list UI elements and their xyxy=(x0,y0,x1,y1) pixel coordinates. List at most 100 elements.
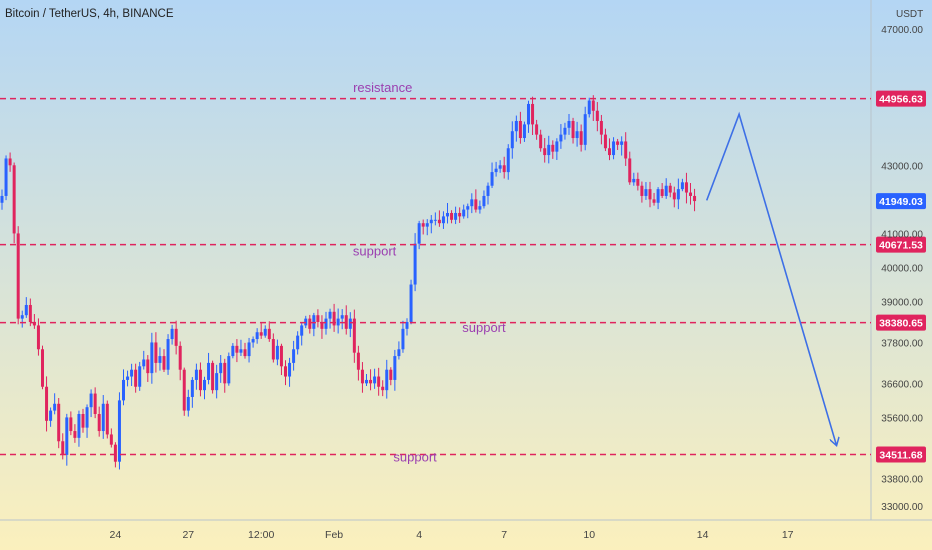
candle-body xyxy=(65,417,68,454)
x-tick-label: 10 xyxy=(583,529,595,541)
price-label-support-2: 38380.65 xyxy=(876,315,926,331)
candle-body xyxy=(584,114,587,145)
candle-body xyxy=(150,342,153,373)
candle xyxy=(57,398,60,448)
candle-body xyxy=(669,186,672,193)
candle-body xyxy=(632,179,635,182)
candle-body xyxy=(604,135,607,149)
candle-body xyxy=(559,135,562,142)
candle-body xyxy=(596,111,599,121)
candle-body xyxy=(693,196,696,201)
candle-body xyxy=(430,220,433,223)
y-tick-label: 33800.00 xyxy=(881,475,923,486)
candle xyxy=(17,226,20,324)
candle xyxy=(227,353,230,386)
candle-body xyxy=(450,213,453,220)
candle-body xyxy=(381,387,384,390)
candle-body xyxy=(37,325,40,349)
price-label-support-3: 34511.68 xyxy=(876,446,926,462)
candle-body xyxy=(446,213,449,216)
candle xyxy=(167,334,170,375)
annotation-label: support xyxy=(462,320,506,335)
candle-body xyxy=(219,363,222,373)
candle-body xyxy=(414,244,417,285)
x-tick-label: 14 xyxy=(697,529,709,541)
candle-body xyxy=(163,356,166,370)
candle-body xyxy=(90,394,93,408)
candle-body xyxy=(9,158,12,165)
candle-body xyxy=(410,285,413,322)
candle-body xyxy=(644,189,647,196)
candle-body xyxy=(244,349,247,356)
candle xyxy=(410,280,413,325)
candle-body xyxy=(495,169,498,172)
candle-body xyxy=(114,445,117,462)
candle-body xyxy=(260,332,263,335)
candle-body xyxy=(576,131,579,138)
candle-body xyxy=(426,223,429,226)
candle-body xyxy=(665,186,668,196)
candle-body xyxy=(175,329,178,346)
candle-body xyxy=(98,414,101,431)
candle-body xyxy=(373,377,376,384)
candle-body xyxy=(118,400,121,461)
candle-body xyxy=(568,121,571,128)
candle-body xyxy=(491,172,494,186)
x-tick-label: 27 xyxy=(182,529,194,541)
candle-body xyxy=(608,148,611,155)
price-label-text: 40671.53 xyxy=(879,240,923,252)
candle-body xyxy=(511,131,514,148)
candle-body xyxy=(361,370,364,384)
candle-body xyxy=(130,370,133,377)
candle-body xyxy=(207,363,210,380)
y-tick-label: 43000.00 xyxy=(881,161,923,172)
candle-body xyxy=(369,380,372,383)
y-tick-label: 47000.00 xyxy=(881,25,923,36)
candle-body xyxy=(572,121,575,138)
y-tick-label: 37800.00 xyxy=(881,338,923,349)
candle-body xyxy=(385,370,388,390)
candle-body xyxy=(689,193,692,196)
candle-body xyxy=(624,141,627,158)
candle-body xyxy=(657,189,660,203)
candle-body xyxy=(527,104,530,124)
candle-body xyxy=(195,370,198,380)
candle-body xyxy=(191,380,194,397)
price-label-text: 34511.68 xyxy=(879,449,922,461)
candle-body xyxy=(5,158,8,195)
candle-body xyxy=(25,305,28,315)
candle-body xyxy=(122,380,125,400)
candle-body xyxy=(673,193,676,200)
candle-body xyxy=(519,121,522,138)
candle-body xyxy=(211,363,214,390)
candle-body xyxy=(503,165,506,172)
candle-body xyxy=(49,411,52,421)
candle-body xyxy=(256,332,259,339)
candle-body xyxy=(252,339,255,342)
candle-body xyxy=(264,329,267,336)
candle-body xyxy=(146,359,149,373)
x-tick-label: 7 xyxy=(501,529,507,541)
x-tick-label: 12:00 xyxy=(248,529,274,541)
candle-body xyxy=(353,319,356,353)
candle-body xyxy=(21,315,24,318)
candle-body xyxy=(349,319,352,329)
annotation-label: support xyxy=(353,244,397,259)
candle-body xyxy=(418,223,421,243)
candle-body xyxy=(77,414,80,438)
candle-body xyxy=(620,141,623,144)
candle-body xyxy=(280,346,283,366)
candle-body xyxy=(628,158,631,182)
chart-title: Bitcoin / TetherUS, 4h, BINANCE xyxy=(5,8,174,20)
candle-body xyxy=(73,431,76,438)
candle-body xyxy=(276,346,279,360)
candle-body xyxy=(45,387,48,421)
candle-body xyxy=(57,404,60,441)
candle-body xyxy=(126,377,129,380)
candle-body xyxy=(53,404,56,411)
candle-body xyxy=(389,370,392,380)
candle-body xyxy=(13,165,16,233)
candle-body xyxy=(681,182,684,189)
candle-body xyxy=(612,141,615,155)
y-tick-label: 36600.00 xyxy=(881,379,923,390)
